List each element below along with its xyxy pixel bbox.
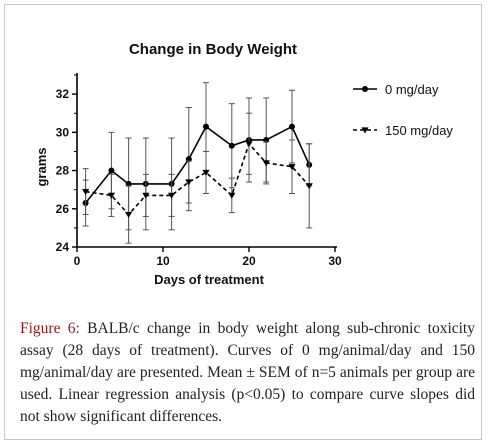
figure-caption: Figure 6: BALB/c change in body weight a… bbox=[20, 318, 475, 428]
data-point bbox=[305, 183, 313, 190]
data-point bbox=[82, 188, 90, 195]
y-tick-label: 24 bbox=[56, 240, 70, 254]
data-point bbox=[288, 164, 296, 171]
figure-label: Figure 6: bbox=[20, 320, 80, 337]
data-point bbox=[142, 192, 150, 199]
y-tick-label: 28 bbox=[56, 164, 70, 178]
y-tick-label: 30 bbox=[56, 125, 70, 139]
data-point bbox=[168, 192, 176, 199]
legend-label: 150 mg/day bbox=[385, 123, 453, 138]
legend-label: 0 mg/day bbox=[385, 82, 439, 97]
x-axis-label: Days of treatment bbox=[154, 272, 264, 287]
x-tick-label: 0 bbox=[74, 254, 81, 268]
series-layer bbox=[82, 82, 313, 244]
data-point bbox=[108, 167, 115, 174]
legend-marker bbox=[362, 86, 368, 92]
chart-title: Change in Body Weight bbox=[129, 41, 297, 58]
x-tick-label: 10 bbox=[156, 254, 170, 268]
data-point bbox=[203, 123, 209, 130]
legend-marker bbox=[361, 127, 369, 134]
y-tick-label: 26 bbox=[56, 202, 70, 216]
data-point bbox=[125, 211, 133, 218]
body-weight-chart: Change in Body Weight 0 10 20 302426283032 … bbox=[34, 41, 453, 287]
data-point bbox=[245, 141, 253, 148]
axes: 0 10 20 30 24 26 28 30 32 bbox=[56, 73, 342, 268]
legend: 0 mg/day 150 mg/day bbox=[353, 82, 453, 138]
data-point bbox=[228, 192, 236, 199]
figure-panel: Change in Body Weight 0 10 20 30 24 26 28 30 32 … bbox=[4, 4, 482, 440]
data-point bbox=[228, 142, 235, 149]
x-tick-label: 20 bbox=[242, 254, 256, 268]
data-point bbox=[262, 160, 270, 167]
series-0 bbox=[82, 82, 313, 231]
data-point bbox=[202, 169, 210, 176]
series-line bbox=[85, 142, 310, 216]
data-point bbox=[289, 123, 295, 130]
caption-text: BALB/c change in body weight along sub-c… bbox=[20, 320, 475, 425]
series-1 bbox=[82, 112, 313, 244]
series-line bbox=[84, 125, 310, 204]
y-tick-label: 32 bbox=[56, 87, 70, 101]
x-tick-label: 30 bbox=[328, 254, 342, 268]
data-point bbox=[107, 192, 115, 199]
data-point bbox=[185, 179, 193, 186]
y-axis-label: grams bbox=[34, 147, 49, 186]
